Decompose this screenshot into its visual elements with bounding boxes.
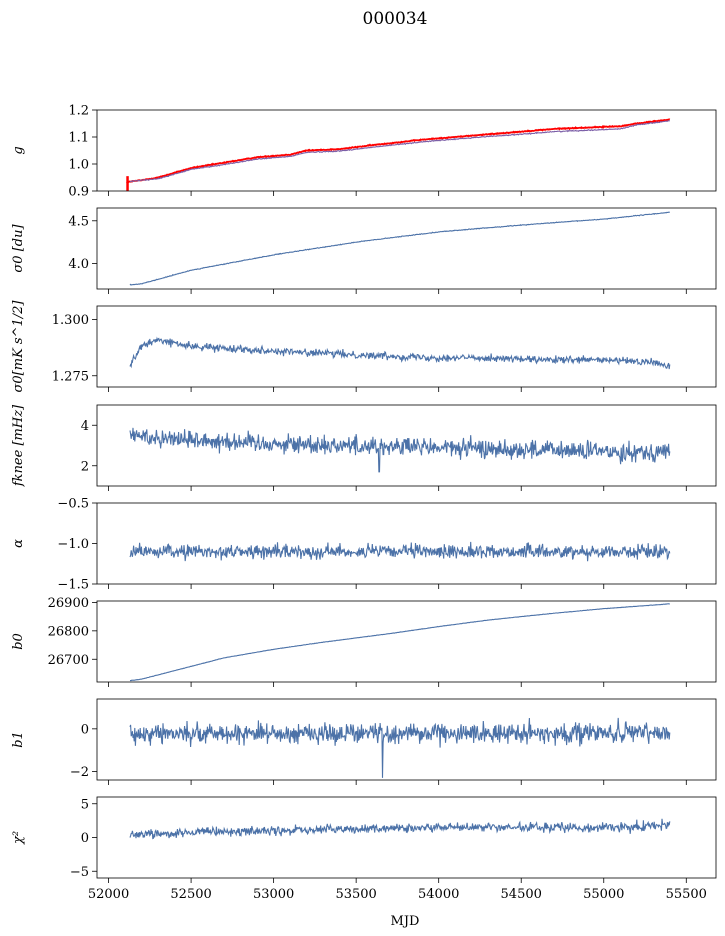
panel-4-y-label: fknee [mHz] [11, 404, 26, 487]
y-tick-label: 4 [81, 419, 89, 434]
y-tick-label: −0.5 [57, 497, 89, 512]
y-tick-label: 26700 [48, 653, 89, 668]
y-tick-label: 2 [81, 459, 89, 474]
panel-3-y-label: σ0[mK s^1/2] [11, 300, 26, 393]
panel-6: 26700 26800 26900 b0 [11, 596, 717, 687]
panel-6-y-label: b0 [11, 633, 26, 650]
panel-2-frame [96, 207, 717, 290]
x-axis-label: MJD [391, 914, 420, 929]
x-tick-label: 54000 [418, 887, 459, 902]
y-tick-label: 0 [81, 722, 89, 737]
panel-1-y-label: g [11, 146, 26, 154]
panel-4-series-1-line [129, 427, 671, 473]
panel-4-frame [96, 404, 717, 487]
panel-3-frame [96, 305, 717, 388]
panel-2: 4.0 4.5 σ0 [du] [11, 207, 717, 294]
y-tick-label: 1.2 [68, 104, 89, 119]
chart-title: 000034 [363, 9, 428, 29]
panel-2-y-label: σ0 [du] [11, 224, 26, 273]
panel-7-series-1-line [129, 717, 671, 778]
y-tick-label: −1.0 [57, 537, 89, 552]
x-tick-label: 53500 [335, 887, 376, 902]
panel-7: −2 0 b1 [11, 698, 717, 785]
panel-5: −1.5 −1.0 −0.5 α [11, 497, 717, 593]
panel-1-series-2-line [129, 120, 670, 183]
x-tick-label: 55000 [583, 887, 624, 902]
panel-8-y-label: χ² [11, 831, 26, 845]
panel-6-series-1-line [129, 603, 670, 682]
panel-5-frame [96, 502, 717, 585]
panel-1-frame [96, 109, 717, 192]
panel-5-series-1-line [129, 541, 671, 562]
panel-8-frame [96, 796, 717, 879]
panel-3: 1.275 1.300 σ0[mK s^1/2] [11, 300, 717, 393]
y-tick-label: 26800 [48, 624, 89, 639]
y-tick-label: 0 [81, 831, 89, 846]
panel-5-y-label: α [11, 539, 26, 548]
panel-3-series-1-line [129, 336, 671, 370]
x-tick-label: 54500 [501, 887, 542, 902]
panel-8: 52000 52500 53000 53500 54000 54500 55000 55500… [11, 796, 717, 902]
x-tick-label: 55500 [666, 887, 707, 902]
panel-7-y-label: b1 [11, 731, 26, 748]
panel-1: 0.9 1.0 1.1 1.2 g [11, 104, 717, 200]
y-tick-label: −5 [70, 865, 89, 880]
panel-6-frame [96, 600, 717, 683]
y-tick-label: 0.9 [68, 185, 89, 200]
panel-2-series-1-line [129, 211, 670, 286]
panel-1-series-1-line [126, 118, 671, 184]
panel-8-series-1-line [129, 818, 671, 840]
x-tick-label: 53000 [253, 887, 294, 902]
panel-4: 2 4 fknee [mHz] [11, 404, 717, 491]
y-tick-label: 5 [81, 797, 89, 812]
y-tick-label: 1.300 [52, 313, 89, 328]
y-tick-label: 26900 [48, 596, 89, 611]
panels-group: 0.9 1.0 1.1 1.2 g 4.0 4.5 σ0 [du] 1.275 1.300 σ0[m… [11, 104, 717, 902]
x-tick-label: 52500 [170, 887, 211, 902]
y-tick-label: 1.275 [52, 369, 89, 384]
y-tick-label: 4.0 [68, 257, 89, 272]
panel-7-frame [96, 698, 717, 781]
y-tick-label: 1.0 [68, 158, 89, 173]
y-tick-label: 1.1 [68, 131, 89, 146]
y-tick-label: −1.5 [57, 578, 89, 593]
y-tick-label: 4.5 [68, 214, 89, 229]
x-tick-label: 52000 [88, 887, 129, 902]
y-tick-label: −2 [70, 765, 89, 780]
